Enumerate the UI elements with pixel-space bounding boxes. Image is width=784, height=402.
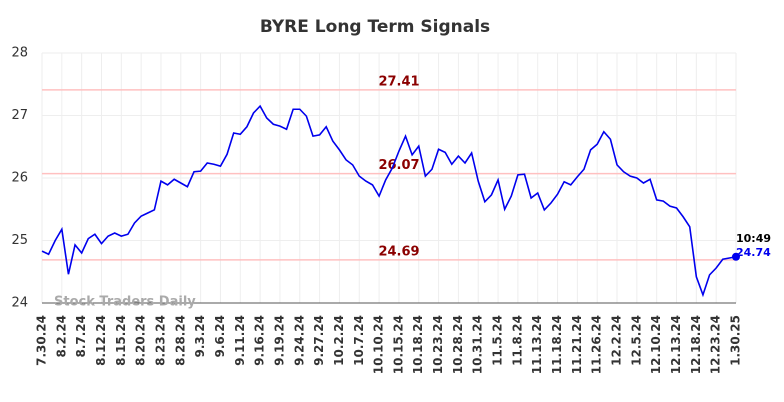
x-tick-label: 11.8.24	[510, 315, 524, 366]
x-tick-label: 8.2.24	[54, 315, 68, 358]
x-tick-label: 8.23.24	[153, 315, 167, 366]
x-tick-label: 10.18.24	[411, 315, 425, 374]
x-tick-label: 11.21.24	[570, 315, 584, 374]
x-tick-label: 10.2.24	[332, 315, 346, 366]
x-tick-label: 10.23.24	[431, 315, 445, 374]
y-tick-label: 25	[11, 233, 28, 248]
x-tick-label: 12.18.24	[689, 315, 703, 374]
x-tick-label: 9.19.24	[272, 315, 286, 366]
x-tick-label: 10.7.24	[352, 315, 366, 366]
x-tick-label: 11.5.24	[491, 315, 505, 366]
x-tick-label: 11.26.24	[590, 315, 604, 374]
x-tick-label: 8.15.24	[114, 315, 128, 366]
watermark: Stock Traders Daily	[54, 295, 196, 310]
x-tick-label: 7.30.24	[35, 315, 49, 366]
x-tick-label: 9.6.24	[213, 315, 227, 358]
x-tick-label: 9.3.24	[193, 315, 207, 358]
x-tick-label: 9.27.24	[312, 315, 326, 366]
x-tick-label: 10.15.24	[391, 315, 405, 374]
x-tick-label: 12.10.24	[649, 315, 663, 374]
x-tick-label: 12.2.24	[610, 315, 624, 366]
x-tick-label: 10.10.24	[372, 315, 386, 374]
x-tick-label: 11.13.24	[530, 315, 544, 374]
x-tick-label: 12.13.24	[669, 315, 683, 374]
price-line	[41, 104, 737, 298]
y-tick-label: 26	[11, 171, 28, 186]
reference-label: 24.69	[378, 244, 419, 259]
chart-title: BYRE Long Term Signals	[260, 17, 490, 37]
x-tick-label: 12.5.24	[629, 315, 643, 366]
reference-label: 26.07	[378, 158, 419, 173]
x-tick-label: 12.23.24	[709, 315, 723, 374]
x-tick-label: 10.31.24	[471, 315, 485, 374]
y-tick-label: 28	[11, 46, 28, 61]
last-time: 10:49	[736, 232, 771, 245]
x-tick-label: 8.12.24	[94, 315, 108, 366]
x-tick-label: 9.16.24	[253, 315, 267, 366]
y-tick-label: 24	[11, 296, 28, 311]
reference-label: 27.41	[378, 74, 419, 89]
x-tick-label: 9.11.24	[233, 315, 247, 366]
x-tick-label: 8.28.24	[173, 315, 187, 366]
x-tick-label: 10.28.24	[451, 315, 465, 374]
x-tick-label: 8.7.24	[74, 315, 88, 358]
x-tick-label: 9.24.24	[292, 315, 306, 366]
last-value: 24.74	[736, 246, 771, 259]
x-tick-label: 8.20.24	[134, 315, 148, 366]
x-tick-label: 11.18.24	[550, 315, 564, 374]
x-tick-label: 1.30.25	[729, 315, 743, 366]
y-tick-label: 27	[11, 108, 28, 123]
last-point	[732, 252, 740, 261]
